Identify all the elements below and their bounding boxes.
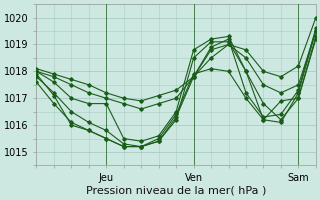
X-axis label: Pression niveau de la mer( hPa ): Pression niveau de la mer( hPa ) — [86, 186, 266, 196]
